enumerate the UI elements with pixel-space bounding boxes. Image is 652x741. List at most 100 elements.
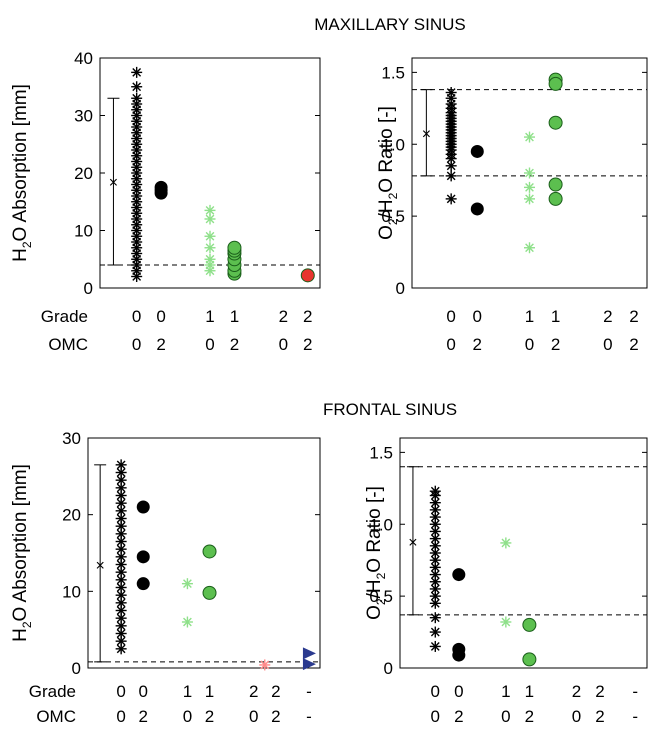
series-0 (115, 459, 127, 655)
y-axis-label: O2/H2O Ratio [-] (376, 106, 400, 240)
y-label-subscript: 2 (20, 621, 34, 628)
data-point-star (181, 578, 193, 590)
data-point-circle (548, 115, 563, 130)
group-grade-label: 0 (116, 682, 125, 701)
series-1 (154, 180, 168, 200)
data-point-star-stroke (205, 205, 215, 215)
data-point-star-stroke (525, 168, 534, 178)
data-point-circle (202, 544, 217, 559)
data-point-star-stroke (430, 642, 440, 651)
group-omc-label: 0 (431, 707, 440, 726)
data-point-star-stroke (446, 88, 456, 97)
y-label-part: O (376, 225, 397, 240)
group-omc-label: 0 (446, 335, 455, 354)
data-point-star-stroke (446, 194, 456, 204)
group-omc-label: 2 (629, 335, 638, 354)
data-point-star (524, 193, 535, 205)
data-point-star-stroke (116, 460, 126, 470)
group-omc-label: 2 (303, 335, 312, 354)
data-point-star-stroke (205, 231, 215, 241)
data-point-circle (548, 191, 563, 206)
data-point-circle (136, 577, 150, 591)
errorbar-mean-marker: × (109, 175, 118, 192)
series-3 (522, 617, 537, 667)
group-omc-label: 2 (139, 707, 148, 726)
series-1 (452, 568, 466, 662)
y-label-part: H (10, 248, 31, 262)
series-0 (445, 87, 457, 205)
data-point-star-stroke (430, 534, 440, 544)
data-point-star-stroke (430, 498, 440, 508)
data-point-star (115, 520, 127, 532)
data-point-star-stroke (116, 629, 126, 638)
panel-fro_ratio: 00.51.01.5O2/H2O Ratio [-] ×000210122022-… (364, 437, 648, 726)
data-point-star-stroke (116, 636, 126, 646)
group-omc-label: 0 (132, 335, 141, 354)
data-point-star (429, 612, 441, 624)
y-label-part: /H (364, 579, 385, 598)
series-2 (500, 537, 512, 628)
errorbar-mean-marker: × (408, 535, 417, 552)
errorbar-mean-marker: × (95, 558, 104, 575)
group-omc-label: 0 (249, 707, 258, 726)
series-1 (470, 144, 484, 216)
group-omc-label: 2 (271, 707, 280, 726)
data-point-star-stroke (430, 627, 440, 637)
data-point-star-stroke (132, 82, 142, 92)
data-point-star-stroke (430, 598, 440, 608)
y-tick-label: 0 (396, 279, 405, 298)
data-point-star-stroke (116, 483, 126, 493)
data-point-star-stroke (430, 584, 440, 594)
data-point-star (115, 528, 127, 540)
group-grade-label: 1 (501, 682, 510, 701)
data-point-star (429, 626, 441, 638)
data-point-star-stroke (116, 544, 126, 554)
data-point-star (259, 659, 271, 671)
group-grade-label: 2 (629, 307, 638, 326)
data-point-star-stroke (116, 583, 126, 592)
row-label-grade: Grade (41, 307, 88, 326)
group-grade-label: 0 (454, 682, 463, 701)
series-3 (202, 544, 217, 600)
series-0 (131, 66, 143, 282)
data-point-circle (227, 240, 242, 255)
data-point-star (500, 537, 512, 549)
data-point-star-stroke (205, 214, 215, 224)
data-point-star-stroke (205, 254, 215, 264)
data-point-star-stroke (260, 660, 270, 670)
group-omc-label: 2 (205, 707, 214, 726)
data-point-star-stroke (116, 514, 126, 523)
y-label-part: O Absorption [mm] (10, 464, 31, 621)
figure-title-maxillary: MAXILLARY SINUS (314, 15, 466, 34)
data-point-star (445, 170, 457, 182)
y-tick-label: 1.5 (369, 443, 393, 462)
data-point-star-stroke (430, 527, 440, 536)
data-point-star (429, 640, 441, 652)
data-point-star-stroke (430, 555, 440, 565)
data-point-circle (202, 585, 217, 600)
group-grade-label: 0 (139, 682, 148, 701)
group-omc-label: 0 (525, 335, 534, 354)
data-point-star-stroke (116, 498, 126, 508)
data-point-star-stroke (525, 243, 534, 253)
data-point-circle (136, 500, 150, 514)
data-point-star-stroke (501, 538, 511, 548)
data-point-star (524, 131, 535, 143)
series-2 (524, 131, 535, 254)
data-point-star-stroke (446, 161, 456, 171)
data-point-star (115, 536, 127, 547)
data-point-star (524, 181, 535, 193)
data-point-star (445, 193, 457, 205)
data-point-star-stroke (116, 537, 126, 546)
data-point-star (204, 230, 216, 242)
data-point-star (115, 551, 127, 563)
data-point-star-stroke (116, 468, 126, 477)
row-label-grade: Grade (29, 682, 76, 701)
data-point-star-stroke (430, 505, 440, 515)
group-omc-label: 2 (156, 335, 165, 354)
series-4 (300, 268, 315, 283)
data-point-star-stroke (183, 617, 192, 627)
group-omc-label: 2 (595, 707, 604, 726)
